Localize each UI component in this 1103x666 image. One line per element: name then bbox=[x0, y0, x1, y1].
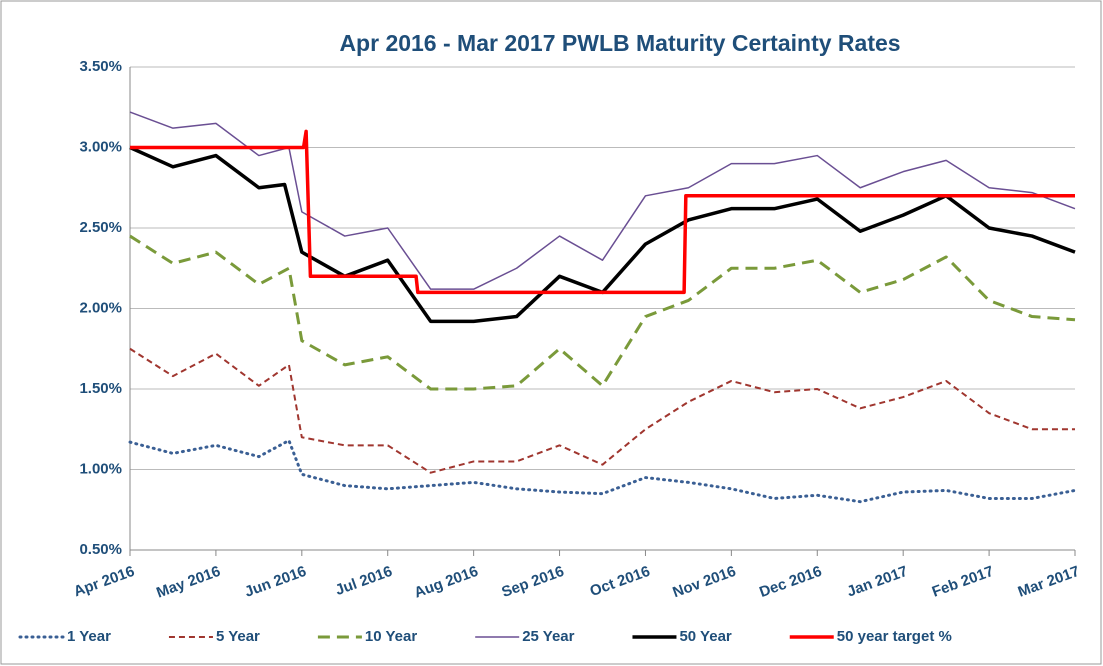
series-line bbox=[130, 129, 1075, 295]
series-line bbox=[128, 439, 1077, 504]
legend-label: 50 year target % bbox=[837, 628, 952, 645]
legend-label: 25 Year bbox=[522, 628, 574, 645]
y-tick-label: 1.50% bbox=[79, 380, 122, 397]
y-tick-label: 2.50% bbox=[79, 219, 122, 236]
legend-label: 10 Year bbox=[365, 628, 417, 645]
series-line bbox=[129, 145, 1076, 324]
y-tick-label: 3.50% bbox=[79, 58, 122, 75]
series-line bbox=[129, 347, 1075, 474]
series-line bbox=[129, 234, 1076, 391]
chart-title: Apr 2016 - Mar 2017 PWLB Maturity Certai… bbox=[339, 30, 900, 56]
y-tick-label: 3.00% bbox=[79, 138, 122, 155]
legend-label: 1 Year bbox=[67, 628, 111, 645]
legend-label: 5 Year bbox=[216, 628, 260, 645]
y-tick-label: 0.50% bbox=[79, 541, 122, 558]
y-tick-label: 1.00% bbox=[79, 460, 122, 477]
legend-label: 50 Year bbox=[679, 628, 731, 645]
y-tick-label: 2.00% bbox=[79, 299, 122, 316]
